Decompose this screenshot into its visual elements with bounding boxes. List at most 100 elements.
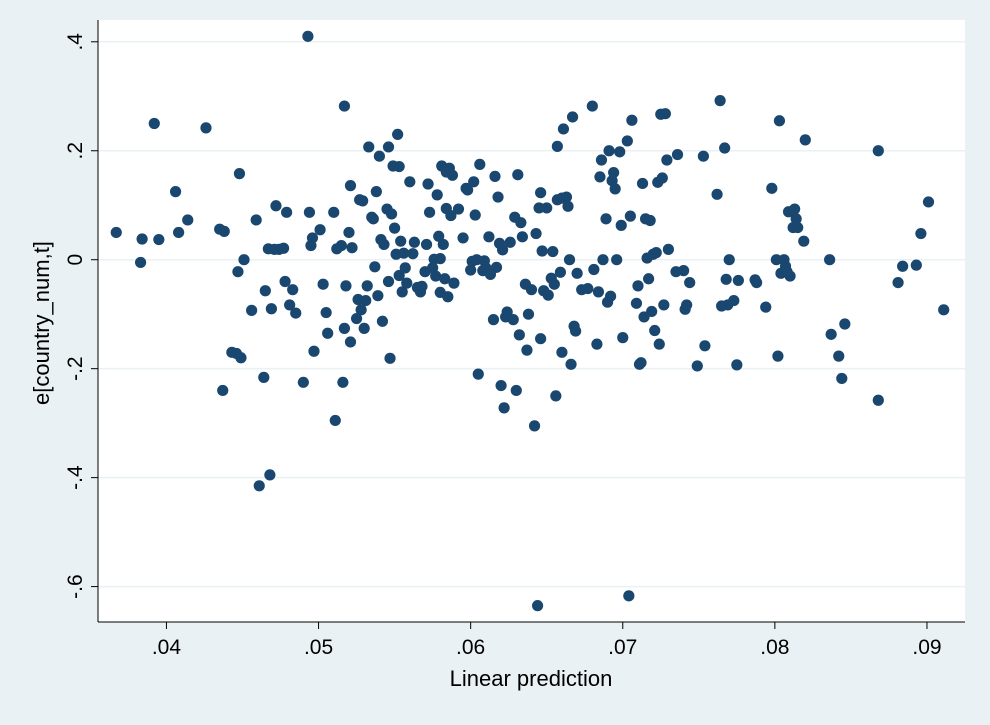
data-point-0-280 [938, 304, 950, 316]
data-point-0-110 [439, 273, 451, 285]
data-point-0-216 [643, 273, 655, 285]
data-point-0-14 [232, 266, 244, 278]
data-point-0-19 [250, 214, 262, 226]
data-point-0-90 [401, 277, 413, 289]
data-point-0-127 [472, 368, 484, 380]
data-point-0-175 [557, 123, 570, 135]
data-point-0-6 [173, 226, 185, 239]
x-tick-label-3: .07 [608, 636, 637, 659]
data-point-0-272 [839, 318, 851, 330]
data-point-0-147 [510, 384, 522, 397]
data-point-0-0 [110, 226, 122, 239]
data-point-0-195 [603, 145, 615, 157]
data-point-0-39 [306, 232, 319, 244]
data-point-0-196 [604, 290, 617, 302]
data-points [110, 30, 950, 612]
data-point-0-267 [799, 134, 811, 146]
data-point-0-238 [699, 340, 711, 352]
data-point-0-65 [363, 141, 375, 153]
data-point-0-170 [551, 140, 563, 152]
data-point-0-153 [521, 344, 533, 356]
data-point-0-132 [483, 231, 495, 243]
data-point-0-140 [497, 244, 509, 256]
data-point-0-115 [445, 209, 457, 222]
data-point-0-250 [751, 276, 763, 289]
data-point-0-218 [646, 305, 658, 318]
data-point-0-89 [399, 262, 411, 274]
data-point-0-31 [281, 206, 293, 218]
data-point-0-91 [404, 176, 416, 188]
data-point-0-275 [892, 276, 904, 289]
data-point-0-240 [714, 95, 726, 107]
data-point-0-208 [630, 297, 643, 309]
data-point-0-100 [423, 206, 436, 218]
data-point-0-234 [681, 299, 693, 311]
x-tick-labels: .04 .05 .06 .07 .08 .09 [152, 636, 942, 659]
data-point-0-176 [560, 191, 573, 203]
y-tick-label-2: 0 [64, 254, 87, 266]
data-point-0-274 [872, 145, 884, 157]
data-point-0-165 [542, 289, 554, 301]
data-point-0-99 [422, 178, 434, 190]
data-point-0-278 [915, 227, 927, 240]
data-point-0-191 [595, 154, 608, 166]
x-tick-label-1: .05 [304, 636, 333, 659]
data-point-0-149 [513, 329, 525, 341]
data-point-0-25 [265, 303, 277, 315]
y-tick-label-0: .4 [64, 33, 87, 51]
data-point-0-109 [437, 238, 449, 251]
data-point-0-56 [346, 242, 358, 254]
data-point-0-236 [691, 360, 703, 372]
data-point-0-202 [615, 219, 627, 231]
data-point-0-122 [465, 264, 477, 276]
data-point-0-79 [385, 208, 398, 220]
data-point-0-187 [588, 263, 600, 276]
data-point-0-177 [562, 200, 574, 212]
data-point-0-141 [498, 402, 510, 414]
data-point-0-105 [433, 230, 445, 242]
plot-area [98, 20, 965, 622]
data-point-0-64 [361, 280, 373, 292]
data-point-0-16 [235, 352, 247, 364]
data-point-0-55 [344, 336, 357, 348]
x-tick-label-0: .04 [152, 636, 182, 659]
data-point-0-78 [384, 352, 396, 364]
data-point-0-212 [636, 177, 649, 190]
data-point-0-145 [507, 314, 519, 326]
data-point-0-45 [328, 206, 340, 218]
data-point-0-247 [731, 359, 743, 371]
tick-marks [91, 41, 928, 629]
data-point-0-167 [547, 245, 559, 258]
y-tick-label-5: -.6 [64, 574, 87, 599]
data-point-0-71 [373, 150, 385, 162]
data-point-0-5 [169, 186, 182, 198]
data-point-0-52 [340, 280, 352, 292]
data-point-0-53 [343, 226, 355, 239]
data-point-0-261 [784, 270, 796, 282]
data-point-0-69 [370, 186, 382, 198]
data-point-0-243 [720, 273, 732, 285]
data-point-0-54 [344, 180, 357, 192]
data-point-0-161 [535, 333, 547, 345]
data-point-0-4 [153, 233, 165, 246]
data-point-0-199 [609, 183, 621, 195]
data-point-0-192 [597, 254, 609, 266]
data-point-0-106 [434, 253, 446, 265]
data-point-0-186 [586, 100, 598, 112]
data-point-0-119 [457, 232, 469, 244]
data-point-0-255 [773, 115, 786, 127]
data-point-0-17 [238, 254, 250, 266]
data-point-0-200 [611, 254, 623, 266]
data-point-0-48 [335, 239, 347, 252]
data-point-0-11 [218, 225, 230, 237]
data-point-0-73 [376, 315, 389, 327]
data-point-0-88 [398, 247, 410, 259]
data-point-0-190 [594, 171, 606, 183]
data-point-0-183 [571, 267, 583, 279]
data-point-0-34 [290, 307, 302, 319]
data-point-0-270 [833, 350, 845, 362]
data-point-0-178 [563, 254, 576, 266]
data-point-0-121 [462, 184, 474, 196]
data-point-0-168 [548, 278, 560, 290]
data-point-0-104 [431, 189, 443, 201]
